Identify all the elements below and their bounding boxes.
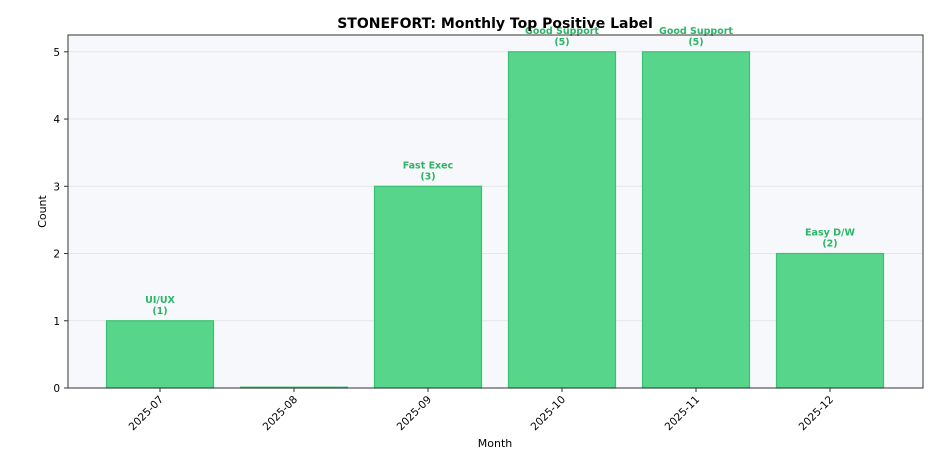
y-tick-label: 0	[53, 383, 60, 395]
bar-label: Good Support	[659, 26, 733, 37]
bar	[105, 320, 215, 389]
bar-count-label: (1)	[152, 306, 167, 317]
bar-label: UI/UX	[145, 295, 175, 306]
bar-count-label: (5)	[554, 37, 569, 48]
x-tick-label: 2025-08	[261, 394, 301, 434]
bar-labels: UI/UX(1)Fast Exec(3)Good Support(5)Good …	[145, 26, 855, 317]
bar	[507, 51, 617, 389]
y-axis-label: Count	[36, 194, 49, 227]
bar-label: Good Support	[525, 26, 599, 37]
y-tick-label: 4	[53, 114, 60, 126]
x-tick-label: 2025-10	[529, 394, 569, 434]
bar	[373, 185, 483, 389]
bar-count-label: (2)	[822, 239, 837, 250]
bar-label: Easy D/W	[805, 228, 855, 239]
bar	[641, 51, 751, 389]
x-tick-label: 2025-07	[127, 394, 167, 434]
bar-label: Fast Exec	[403, 160, 454, 171]
x-tick-label: 2025-11	[663, 394, 703, 434]
y-tick-label: 5	[53, 47, 60, 59]
bar-count-label: (5)	[688, 37, 703, 48]
x-axis-label: Month	[478, 437, 513, 450]
chart-title: STONEFORT: Monthly Top Positive Label	[337, 16, 653, 32]
y-tick-label: 3	[53, 181, 60, 193]
x-tick-label: 2025-12	[797, 394, 837, 434]
y-tick-label: 2	[53, 249, 60, 261]
x-axis-ticks: 2025-07 2025-08 2025-09 2025-10 2025-11 2025-…	[127, 388, 837, 434]
x-tick-label: 2025-09	[395, 394, 435, 434]
y-tick-label: 1	[53, 316, 60, 328]
plot-frame	[67, 34, 924, 389]
bar-count-label: (3)	[420, 171, 435, 182]
y-axis-ticks: 0 1 2 3 4 5	[53, 47, 68, 395]
bar	[775, 252, 885, 389]
